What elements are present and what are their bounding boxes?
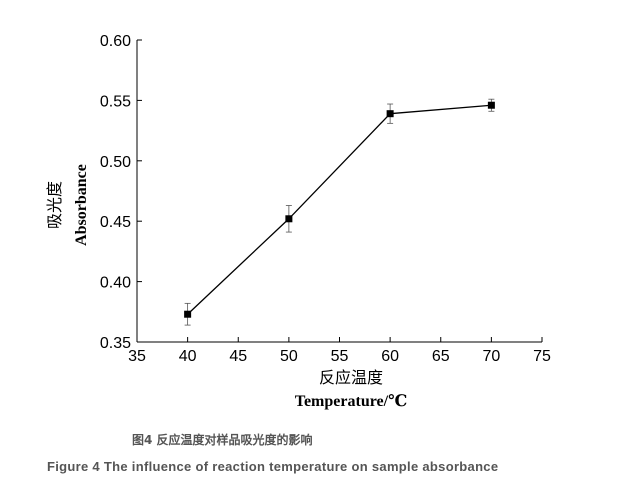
data-point [285, 215, 293, 223]
y-axis-label-en: Absorbance [73, 164, 90, 246]
figure-caption-cn: 图4 反应温度对样品吸光度的影响 [132, 433, 313, 447]
x-axis-label-cn: 反应温度 [319, 368, 383, 387]
axes [136, 40, 542, 343]
x-tick-label: 60 [381, 348, 399, 365]
y-tick-label: 0.45 [100, 214, 131, 231]
x-tick-label: 40 [179, 348, 197, 365]
data-point [184, 310, 192, 318]
x-tick-label: 55 [331, 348, 349, 365]
x-axis-label-en: Temperature/℃ [295, 393, 408, 410]
y-tick-label: 0.55 [100, 93, 131, 110]
x-tick-label: 70 [482, 348, 500, 365]
x-tick-label: 45 [229, 348, 247, 365]
y-tick-label: 0.60 [100, 33, 131, 50]
x-ticks: 35 40 45 50 55 60 65 70 75 [128, 337, 551, 365]
y-axis-label-cn: 吸光度 [45, 181, 64, 229]
x-tick-label: 35 [128, 348, 146, 365]
figure-caption-en: Figure 4 The influence of reaction tempe… [47, 459, 499, 474]
y-ticks: 0.35 0.40 0.45 0.50 0.55 0.60 [100, 33, 142, 352]
y-tick-label: 0.35 [100, 335, 131, 352]
series-line [187, 104, 492, 315]
x-tick-label: 75 [533, 348, 551, 365]
y-tick-label: 0.50 [100, 154, 131, 171]
data-point [487, 101, 495, 109]
y-tick-label: 0.40 [100, 275, 131, 292]
data-point [386, 110, 394, 118]
x-tick-label: 65 [432, 348, 450, 365]
x-tick-label: 50 [280, 348, 298, 365]
data-series [184, 98, 495, 326]
